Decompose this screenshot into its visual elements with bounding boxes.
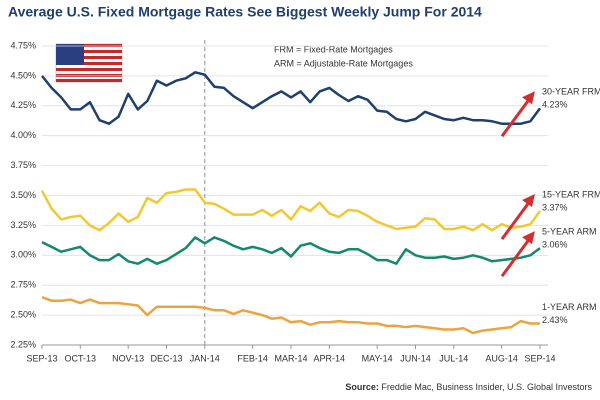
value-label: 4.23% (542, 100, 568, 110)
arrow (500, 97, 532, 138)
arrow-head (522, 91, 535, 105)
y-tick-label: 2.50% (10, 309, 36, 319)
y-tick-label: 2.75% (10, 280, 36, 290)
arrow (500, 237, 532, 278)
x-tick-label: SEP-13 (26, 353, 57, 363)
x-tick-label: MAR-14 (274, 353, 307, 363)
series-label: 15-YEAR FRM (542, 189, 600, 199)
source-text: Freddie Mac, Business Insider, U.S. Glob… (381, 382, 592, 392)
annotation: FRM = Fixed-Rate Mortgages (274, 44, 393, 54)
y-tick-label: 3.75% (10, 160, 36, 170)
y-tick-label: 4.25% (10, 100, 36, 110)
arrow-head (522, 231, 535, 245)
series-label: 5-YEAR ARM (542, 226, 597, 236)
chart-title: Average U.S. Fixed Mortgage Rates See Bi… (8, 4, 482, 20)
series-label: 30-YEAR FRM (542, 87, 600, 97)
y-tick-label: 2.25% (10, 339, 36, 349)
y-tick-label: 3.50% (10, 190, 36, 200)
x-tick-label: SEP-14 (524, 353, 555, 363)
series-line (41, 71, 542, 125)
value-label: 3.37% (542, 202, 568, 212)
x-tick-label: FEB-14 (237, 353, 268, 363)
y-tick-label: 3.00% (10, 250, 36, 260)
series-label: 1-YEAR ARM (542, 302, 597, 312)
value-label: 2.43% (542, 315, 568, 325)
source: Source: Freddie Mac, Business Insider, U… (345, 382, 592, 392)
us-flag (55, 43, 123, 83)
arrow-head (522, 194, 535, 208)
x-tick-label: OCT-13 (65, 353, 97, 363)
value-label: 3.06% (542, 239, 568, 249)
x-tick-label: DEC-13 (150, 353, 182, 363)
x-tick-label: JUN-14 (400, 353, 431, 363)
series-line (41, 236, 541, 265)
series-line (40, 188, 542, 232)
annotation: ARM = Adjustable-Rate Mortgages (274, 58, 413, 68)
x-tick-label: NOV-13 (112, 353, 144, 363)
x-tick-label: AUG-14 (485, 353, 518, 363)
series-line (41, 296, 540, 335)
x-tick-label: JUL-14 (439, 353, 468, 363)
x-tick-label: JAN-14 (190, 353, 220, 363)
y-tick-label: 4.75% (10, 40, 36, 50)
y-tick-label: 4.50% (10, 70, 36, 80)
x-tick-label: MAY-14 (362, 353, 393, 363)
x-tick-label: APR-14 (314, 353, 346, 363)
y-tick-label: 4.00% (10, 130, 36, 140)
source-label: Source: (345, 382, 379, 392)
arrow (500, 200, 532, 240)
y-tick-label: 3.25% (10, 220, 36, 230)
